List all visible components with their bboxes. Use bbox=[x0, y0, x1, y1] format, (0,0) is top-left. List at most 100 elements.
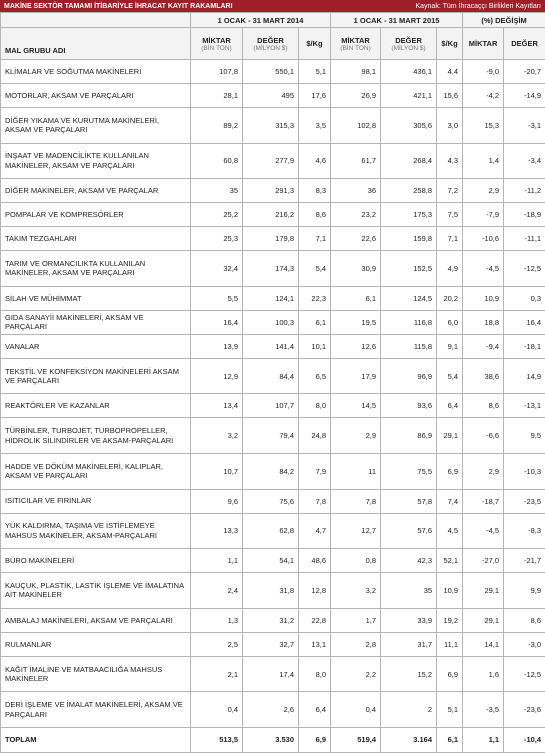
cell-value: 179,8 bbox=[243, 227, 299, 251]
cell-value: 116,8 bbox=[381, 310, 437, 334]
row-name: TEKSTİL VE KONFEKSİYON MAKİNELERİ AKSAM … bbox=[1, 358, 191, 394]
cell-value: 10,7 bbox=[191, 453, 243, 489]
total-value: 3.530 bbox=[243, 727, 299, 752]
cell-value: 12,9 bbox=[191, 358, 243, 394]
cell-value: 1,6 bbox=[463, 656, 504, 692]
cell-value: 3,5 bbox=[299, 108, 331, 144]
row-name: KLİMALAR VE SOĞUTMA MAKİNELERİ bbox=[1, 60, 191, 84]
cell-value: 141,4 bbox=[243, 334, 299, 358]
cell-value: 3,2 bbox=[191, 418, 243, 454]
column-label: $/Kg bbox=[306, 39, 322, 48]
cell-value: 32,7 bbox=[243, 632, 299, 656]
cell-value: 10,9 bbox=[463, 286, 504, 310]
cell-value: 421,1 bbox=[381, 84, 437, 108]
total-value: 3.164 bbox=[381, 727, 437, 752]
header-cell bbox=[1, 13, 191, 28]
cell-value: 1,7 bbox=[331, 608, 381, 632]
data-row: KAUÇUK, PLASTİK, LASTİK İŞLEME VE İMALAT… bbox=[1, 573, 545, 609]
cell-value: 2,4 bbox=[191, 573, 243, 609]
row-name: TÜRBİNLER, TURBOJET, TURBOPROPELLER, HİD… bbox=[1, 418, 191, 454]
cell-value: 2,1 bbox=[191, 656, 243, 692]
cell-value: 38,6 bbox=[463, 358, 504, 394]
cell-value: 3,2 bbox=[331, 573, 381, 609]
total-value: 513,5 bbox=[191, 727, 243, 752]
cell-value: 7,2 bbox=[437, 179, 463, 203]
cell-value: -23,5 bbox=[504, 489, 545, 513]
cell-value: 9,9 bbox=[504, 573, 545, 609]
cell-value: 17,4 bbox=[243, 656, 299, 692]
cell-value: -23,6 bbox=[504, 692, 545, 728]
cell-value: 124,1 bbox=[243, 286, 299, 310]
row-name: SİLAH VE MÜHİMMAT bbox=[1, 286, 191, 310]
cell-value: -7,9 bbox=[463, 203, 504, 227]
cell-value: -27,0 bbox=[463, 549, 504, 573]
cell-value: 174,3 bbox=[243, 251, 299, 287]
row-name: DİĞER YIKAMA VE KURUTMA MAKİNELERİ, AKSA… bbox=[1, 108, 191, 144]
cell-value: 14,5 bbox=[331, 394, 381, 418]
row-name: GIDA SANAYİİ MAKİNELERİ, AKSAM VE PARÇAL… bbox=[1, 310, 191, 334]
column-label: MİKTAR bbox=[202, 36, 231, 45]
column-unit: (BİN TON) bbox=[335, 45, 376, 52]
row-name: VANALAR bbox=[1, 334, 191, 358]
cell-value: 19,2 bbox=[437, 608, 463, 632]
column-unit: (BİN TON) bbox=[195, 45, 238, 52]
cell-value: 1,4 bbox=[463, 143, 504, 179]
cell-value: 25,2 bbox=[191, 203, 243, 227]
cell-value: 5,5 bbox=[191, 286, 243, 310]
cell-value: 8,6 bbox=[504, 608, 545, 632]
cell-value: 7,1 bbox=[437, 227, 463, 251]
cell-value: 9,5 bbox=[504, 418, 545, 454]
cell-value: 10,9 bbox=[437, 573, 463, 609]
cell-value: 9,1 bbox=[437, 334, 463, 358]
cell-value: 550,1 bbox=[243, 60, 299, 84]
cell-value: -3,1 bbox=[504, 108, 545, 144]
cell-value: 25,3 bbox=[191, 227, 243, 251]
row-name: ISITICILAR VE FIRINLAR bbox=[1, 489, 191, 513]
cell-value: 5,1 bbox=[437, 692, 463, 728]
cell-value: -4,5 bbox=[463, 513, 504, 549]
cell-value: 12,7 bbox=[331, 513, 381, 549]
cell-value: 4,6 bbox=[299, 143, 331, 179]
cell-value: 29,1 bbox=[437, 418, 463, 454]
cell-value: 2,9 bbox=[463, 179, 504, 203]
cell-value: 0,4 bbox=[191, 692, 243, 728]
cell-value: 107,7 bbox=[243, 394, 299, 418]
column-label: DEĞER bbox=[395, 36, 422, 45]
group-header: 1 OCAK - 31 MART 2014 bbox=[191, 13, 331, 28]
cell-value: 17,9 bbox=[331, 358, 381, 394]
data-row: YÜK KALDIRMA, TAŞIMA VE İSTİFLEMEYE MAHS… bbox=[1, 513, 545, 549]
cell-value: 75,6 bbox=[243, 489, 299, 513]
row-name: TAKIM TEZGAHLARI bbox=[1, 227, 191, 251]
cell-value: 61,7 bbox=[331, 143, 381, 179]
cell-value: 6,4 bbox=[437, 394, 463, 418]
cell-value: 22,3 bbox=[299, 286, 331, 310]
cell-value: 12,6 bbox=[331, 334, 381, 358]
cell-value: -4,2 bbox=[463, 84, 504, 108]
column-label: MİKTAR bbox=[469, 39, 498, 48]
cell-value: 436,1 bbox=[381, 60, 437, 84]
cell-value: 62,8 bbox=[243, 513, 299, 549]
cell-value: 4,3 bbox=[437, 143, 463, 179]
group-header: 1 OCAK - 31 MART 2015 bbox=[331, 13, 463, 28]
cell-value: 3,0 bbox=[437, 108, 463, 144]
cell-value: 54,1 bbox=[243, 549, 299, 573]
cell-value: 159,8 bbox=[381, 227, 437, 251]
cell-value: 4,4 bbox=[437, 60, 463, 84]
cell-value: 33,9 bbox=[381, 608, 437, 632]
cell-value: 36 bbox=[331, 179, 381, 203]
cell-value: -9,4 bbox=[463, 334, 504, 358]
cell-value: 2 bbox=[381, 692, 437, 728]
data-row: İNŞAAT VE MADENCİLİKTE KULLANILAN MAKİNE… bbox=[1, 143, 545, 179]
cell-value: 152,5 bbox=[381, 251, 437, 287]
cell-value: 23,2 bbox=[331, 203, 381, 227]
row-name: TARIM VE ORMANCILIKTA KULLANILAN MAKİNEL… bbox=[1, 251, 191, 287]
cell-value: 13,1 bbox=[299, 632, 331, 656]
